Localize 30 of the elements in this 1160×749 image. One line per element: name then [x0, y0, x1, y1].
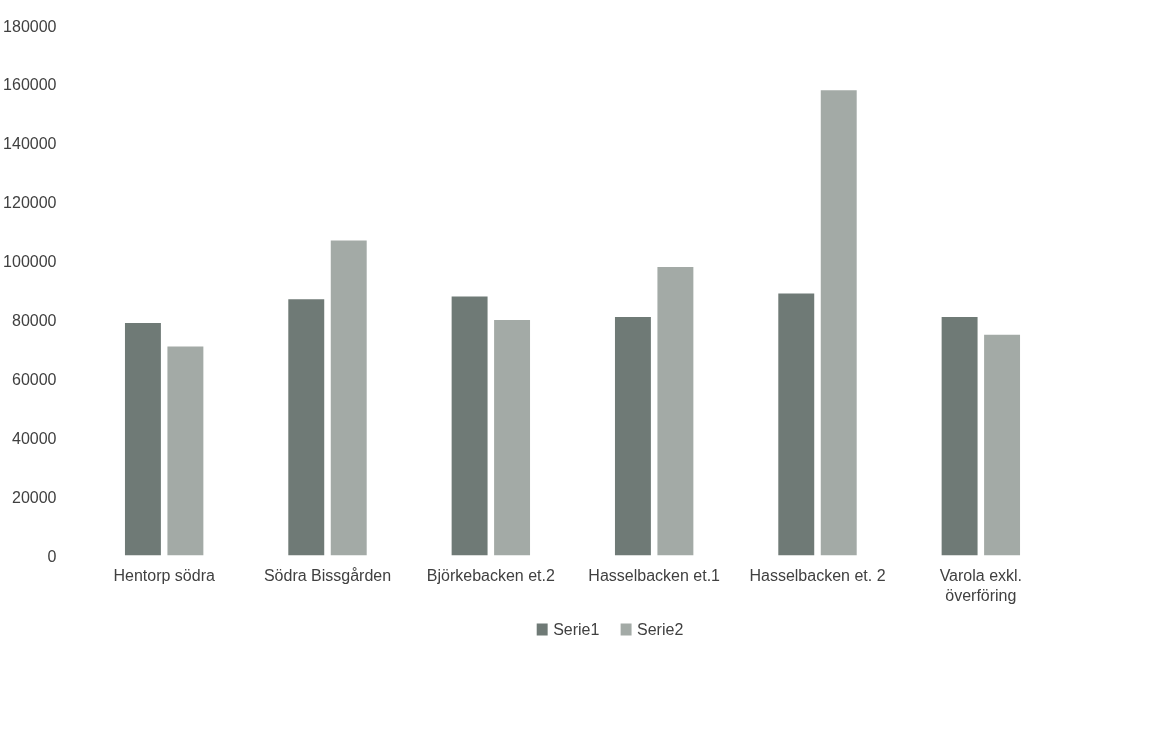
x-tick-label: Hasselbacken et. 2 [749, 566, 886, 584]
bar [984, 334, 1021, 556]
y-tick-label: 0 [47, 547, 57, 565]
y-tick-label: 80000 [12, 311, 57, 329]
bar [657, 266, 694, 556]
x-tick-label: Hentorp södra [113, 566, 215, 584]
y-tick-label: 60000 [12, 370, 57, 388]
bar [820, 90, 857, 556]
legend-label: Serie2 [637, 621, 684, 638]
x-tick-label: Björkebacken et.2 [426, 566, 555, 584]
bar [451, 296, 488, 556]
bar [941, 317, 978, 556]
bar [124, 322, 161, 556]
bar [330, 240, 367, 556]
x-tick-label: Södra Bissgården [263, 566, 392, 584]
bar [494, 319, 531, 556]
bar [778, 293, 815, 556]
y-tick-label: 40000 [12, 429, 57, 447]
y-tick-label: 20000 [12, 488, 57, 506]
legend-label: Serie1 [553, 621, 600, 638]
bar [167, 346, 204, 556]
x-tick-label: Hasselbacken et.1 [588, 566, 721, 584]
y-tick-label: 160000 [3, 76, 57, 94]
y-tick-label: 120000 [3, 194, 57, 212]
bar [288, 299, 325, 556]
y-tick-label: 180000 [3, 17, 57, 35]
bar [614, 317, 651, 556]
x-tick-label: Varola exkl. överföring [939, 566, 1023, 604]
y-tick-label: 140000 [3, 135, 57, 153]
y-tick-label: 100000 [3, 253, 57, 271]
